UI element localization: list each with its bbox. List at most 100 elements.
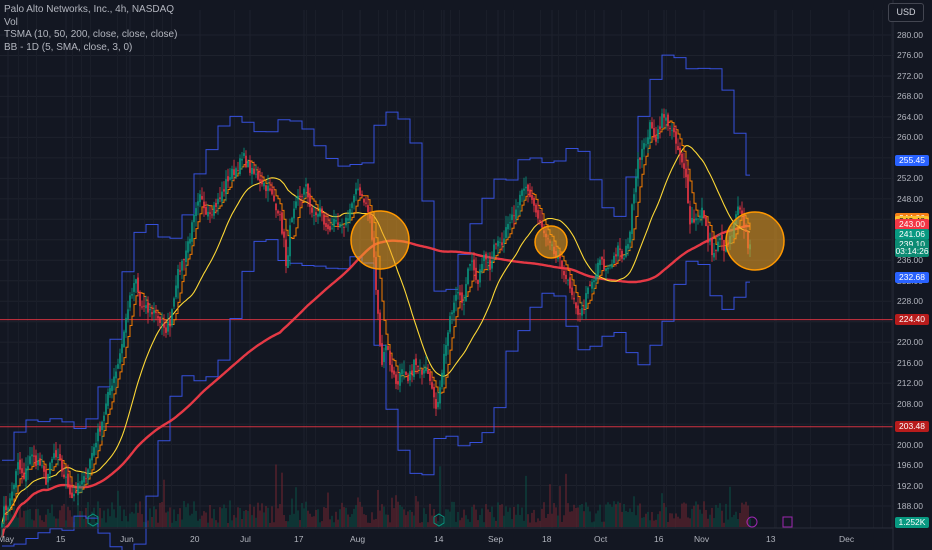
volume-bar: [117, 490, 119, 527]
candle: [505, 215, 507, 240]
candle: [641, 140, 643, 168]
symbol-title[interactable]: Palo Alto Networks, Inc., 4h, NASDAQ: [4, 4, 175, 15]
volume-bar: [189, 515, 191, 527]
volume-bar: [177, 514, 179, 527]
volume-bar: [273, 522, 275, 527]
candle: [607, 264, 609, 274]
volume-bar: [125, 516, 127, 527]
sma-touch-circle[interactable]: [725, 211, 785, 271]
volume-bar: [321, 521, 323, 527]
volume-bar: [641, 517, 643, 527]
candle: [497, 236, 499, 255]
candle: [481, 257, 483, 274]
highlight-circles: [350, 210, 785, 271]
candle: [709, 232, 711, 246]
volume-bar: [631, 512, 633, 527]
candle: [39, 452, 41, 467]
candle: [663, 108, 665, 128]
candle: [465, 277, 467, 302]
tsma-indicator-label[interactable]: TSMA (10, 50, 200, close, close, close): [4, 29, 178, 40]
candle: [457, 286, 459, 300]
candle: [161, 312, 163, 335]
sma-touch-circle[interactable]: [350, 210, 410, 270]
candle: [639, 157, 641, 169]
volume-bar: [655, 519, 657, 527]
dividend-marker[interactable]: [746, 516, 758, 528]
volume-bar: [393, 508, 395, 527]
candle: [311, 204, 313, 218]
candle: [513, 205, 515, 227]
currency-button[interactable]: USD: [888, 3, 924, 22]
candle: [447, 329, 449, 355]
candle: [251, 162, 253, 185]
candle: [117, 358, 119, 370]
volume-bar: [689, 518, 691, 527]
session-stripe: [81, 10, 82, 528]
candle: [79, 481, 81, 494]
price-tick-label: 272.00: [897, 70, 923, 81]
candle: [33, 445, 35, 463]
candle: [271, 182, 273, 196]
candle: [221, 181, 223, 205]
volume-bar: [279, 504, 281, 527]
candle: [341, 218, 343, 234]
volume-bar: [727, 519, 729, 527]
candle: [279, 210, 281, 221]
candle: [293, 200, 295, 225]
volume-bar: [485, 504, 487, 527]
volume-indicator-label[interactable]: Vol: [4, 16, 18, 28]
candle: [475, 257, 477, 284]
candle: [253, 161, 255, 176]
volume-bar: [599, 504, 601, 527]
volume-bar: [667, 521, 669, 527]
candle: [281, 209, 283, 236]
volume-bar: [389, 522, 391, 527]
volume-bar: [495, 520, 497, 527]
candle: [655, 126, 657, 146]
volume-bar: [271, 506, 273, 527]
candle: [521, 188, 523, 203]
bb-indicator-label[interactable]: BB - 1D (5, SMA, close, 3, 0): [4, 41, 133, 53]
candle: [463, 294, 465, 316]
candle: [257, 166, 259, 181]
earnings-upcoming-marker[interactable]: [782, 516, 793, 528]
candle: [47, 473, 49, 489]
candle: [123, 329, 125, 348]
volume-bar: [333, 522, 335, 527]
price-tag: 255.45: [895, 155, 929, 167]
candle: [349, 203, 351, 224]
event-markers: [87, 513, 793, 528]
volume-bar: [75, 516, 77, 527]
candle: [695, 213, 697, 231]
volume-bar: [127, 521, 129, 527]
candle: [413, 359, 415, 380]
candle: [491, 251, 493, 273]
candle: [157, 312, 159, 327]
time-tick-label: Jun: [120, 534, 134, 544]
volume-bar: [317, 509, 319, 527]
volume-bar: [121, 521, 123, 527]
candle: [219, 186, 221, 203]
candle: [587, 286, 589, 299]
candle: [389, 348, 391, 372]
volume-bar: [357, 497, 359, 527]
candle: [515, 199, 517, 223]
candle: [63, 464, 65, 479]
volume-bar: [199, 518, 201, 527]
candle: [421, 369, 423, 385]
volume-bar: [247, 510, 249, 527]
earnings-marker[interactable]: [87, 513, 99, 527]
volume-bar: [81, 511, 83, 527]
volume-bar: [557, 515, 559, 527]
volume-bar: [507, 511, 509, 527]
candle: [335, 213, 337, 225]
candle: [295, 196, 297, 210]
session-stripe: [504, 10, 505, 528]
volume-bar: [531, 512, 533, 527]
candle: [739, 205, 741, 214]
session-stripe: [234, 10, 235, 528]
sma-touch-circle[interactable]: [534, 225, 568, 259]
volume-bar: [657, 514, 659, 527]
earnings-marker[interactable]: [433, 513, 445, 527]
